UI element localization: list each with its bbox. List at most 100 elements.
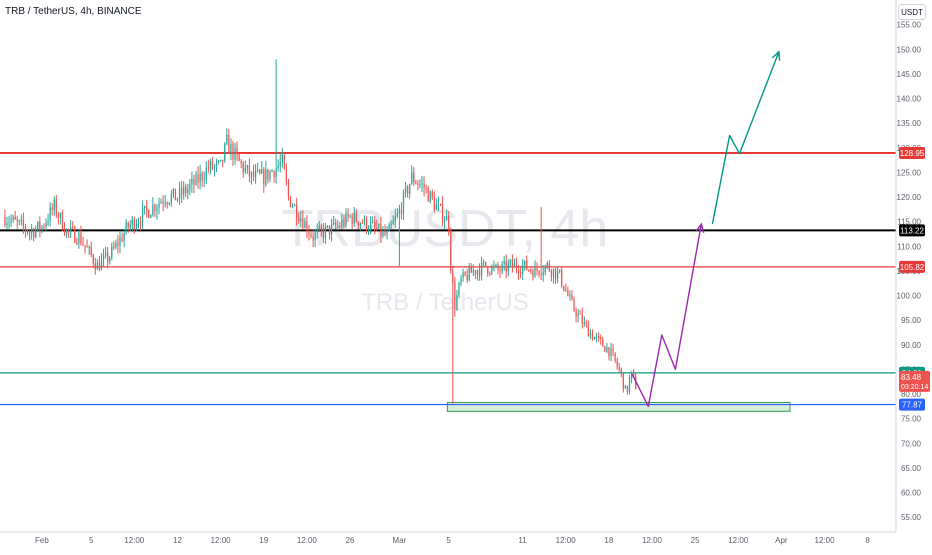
candle-body — [70, 227, 72, 231]
candle-body — [554, 268, 557, 279]
y-tick-label: 140.00 — [897, 95, 922, 104]
candle-body — [232, 143, 234, 160]
candle-body — [343, 219, 345, 226]
price-label-resistance — [899, 146, 925, 159]
y-tick-label: 75.00 — [901, 415, 922, 424]
demand-zone[interactable] — [446, 401, 791, 412]
candle-body — [76, 242, 78, 244]
y-tick-label: 80.00 — [901, 390, 922, 399]
candle-body — [20, 219, 23, 221]
candle-body — [117, 242, 119, 246]
price-label-text-pivot: 113.22 — [900, 226, 924, 235]
candle-body — [550, 270, 553, 277]
candle-body — [421, 183, 423, 185]
candle-body — [546, 263, 548, 266]
candle-body — [8, 221, 10, 223]
candle-body — [577, 313, 579, 317]
candle-body — [215, 161, 218, 166]
candle-body — [427, 188, 429, 202]
candle-body — [109, 257, 111, 262]
candle-body — [384, 230, 386, 235]
candle-body — [154, 205, 156, 212]
y-tick-label: 150.00 — [897, 45, 922, 54]
candle-body — [84, 245, 86, 247]
candle-body — [542, 272, 544, 276]
candle-body — [413, 172, 415, 183]
candle-body — [452, 270, 454, 284]
candle-body — [127, 222, 129, 228]
candle-body — [491, 266, 493, 274]
candle-body — [170, 194, 172, 203]
candle-body — [466, 275, 468, 281]
price-label-support-blue — [899, 398, 925, 411]
candle-body — [55, 199, 57, 216]
candle-body — [579, 313, 581, 315]
candle-body — [595, 336, 598, 338]
x-tick-label: 8 — [865, 536, 870, 545]
candle-body — [172, 188, 175, 195]
projection-path-teal[interactable] — [711, 51, 780, 225]
candle-body — [26, 231, 29, 233]
candle-body — [296, 204, 298, 219]
candle-body — [571, 294, 573, 300]
candle-body — [431, 191, 433, 198]
candle-body — [67, 229, 70, 231]
candle-body — [86, 246, 88, 248]
candle-body — [306, 221, 308, 232]
candle-body — [115, 242, 117, 248]
candle-body — [41, 226, 43, 230]
candle-body — [141, 208, 144, 224]
candle-body — [604, 346, 606, 352]
candle-body — [507, 263, 509, 272]
x-tick-label: 12:00 — [556, 536, 577, 545]
candle-body — [129, 224, 131, 228]
candle-body — [394, 216, 396, 221]
candle-body — [273, 171, 275, 178]
candle-body — [174, 188, 177, 201]
candle-body — [308, 231, 310, 234]
candle-body — [330, 224, 333, 235]
currency-button[interactable]: USDT — [898, 4, 926, 20]
candle-body — [505, 261, 507, 272]
candle-body — [589, 332, 592, 337]
projection-path-purple[interactable] — [631, 223, 702, 408]
candle-body — [269, 171, 271, 180]
candle-body — [606, 347, 608, 352]
candle-body — [289, 196, 292, 207]
candle-body — [61, 213, 64, 231]
candle-body — [90, 246, 92, 256]
y-tick-label: 55.00 — [901, 513, 922, 522]
candle-body — [146, 205, 148, 211]
candle-body — [448, 215, 450, 230]
candle-body — [602, 339, 604, 347]
candle-body — [534, 266, 536, 278]
candle-body — [339, 225, 341, 227]
candle-body — [162, 202, 164, 204]
x-tick-label: 12:00 — [211, 536, 232, 545]
candle-body — [380, 223, 382, 236]
candle-body — [199, 173, 201, 183]
x-tick-label: 12:00 — [815, 536, 836, 545]
candle-body — [80, 232, 82, 244]
candle-body — [499, 270, 501, 272]
candle-body — [347, 212, 349, 217]
price-label-pivot — [899, 224, 925, 237]
candle-body — [411, 172, 413, 185]
candle-body — [376, 227, 378, 230]
candle-body — [49, 207, 51, 222]
candle-body — [581, 313, 583, 325]
candle-body — [150, 215, 152, 218]
candle-body — [189, 184, 191, 189]
watermark-name: TRB / TetherUS — [361, 289, 529, 316]
candle-body — [185, 186, 187, 194]
x-tick-label: 26 — [346, 536, 355, 545]
candle-body — [515, 263, 518, 270]
candle-body — [213, 165, 216, 169]
candle-body — [493, 266, 495, 268]
candle-body — [195, 173, 197, 185]
candle-body — [353, 212, 355, 224]
candle-body — [522, 265, 524, 274]
candle-body — [476, 270, 479, 275]
